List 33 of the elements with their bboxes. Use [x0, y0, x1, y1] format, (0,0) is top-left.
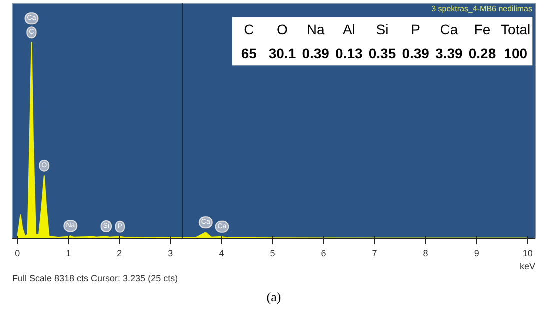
text: Si [376, 22, 389, 38]
x-tick-label: 2 [117, 248, 122, 258]
annotation: 0.39 [402, 46, 430, 62]
x-tick-label: 9 [474, 248, 480, 258]
annotation: 3.39 [436, 46, 464, 62]
text: C [244, 22, 254, 38]
text: Al [342, 22, 356, 38]
text: O [277, 22, 288, 38]
chart-subtitle: 3 spektras_4-MB6 nedilimas [432, 4, 533, 14]
annotation: 0.35 [368, 46, 396, 62]
x-tick-label: 4 [219, 248, 224, 258]
annotation: 0.28 [468, 46, 496, 62]
x-tick-label: 8 [423, 248, 428, 258]
x-tick-label: 5 [270, 248, 276, 258]
x-tick-label: 0 [15, 248, 20, 258]
text: P [411, 22, 421, 38]
text: (a) [266, 290, 282, 304]
annotation: 100 [504, 46, 528, 62]
text: Ca [440, 22, 458, 38]
x-tick-label: 1 [66, 248, 72, 258]
annotation: 0.13 [336, 46, 364, 62]
text: Total [501, 22, 531, 38]
text: Full Scale 8318 cts Cursor: 3.235 (25 cts) [12, 274, 178, 284]
text: Na [306, 22, 325, 38]
x-tick-label: 7 [372, 248, 378, 258]
annotation: 65 [241, 46, 258, 62]
x-tick-label: 6 [321, 248, 326, 258]
text: Fe [474, 22, 491, 38]
x-tick-label: 3 [168, 248, 174, 258]
x-axis-title: keV [520, 262, 536, 272]
x-tick-label: 10 [522, 248, 533, 258]
annotation: 30.1 [268, 46, 296, 62]
annotation: 0.39 [302, 46, 330, 62]
